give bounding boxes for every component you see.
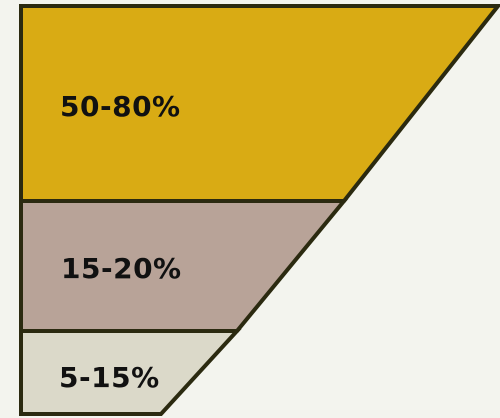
segment-label-bottom: 5-15% — [59, 361, 160, 394]
segment-label-middle: 15-20% — [61, 252, 182, 285]
segment-label-top: 50-80% — [60, 90, 181, 123]
funnel-segment-bottom — [19, 329, 242, 416]
